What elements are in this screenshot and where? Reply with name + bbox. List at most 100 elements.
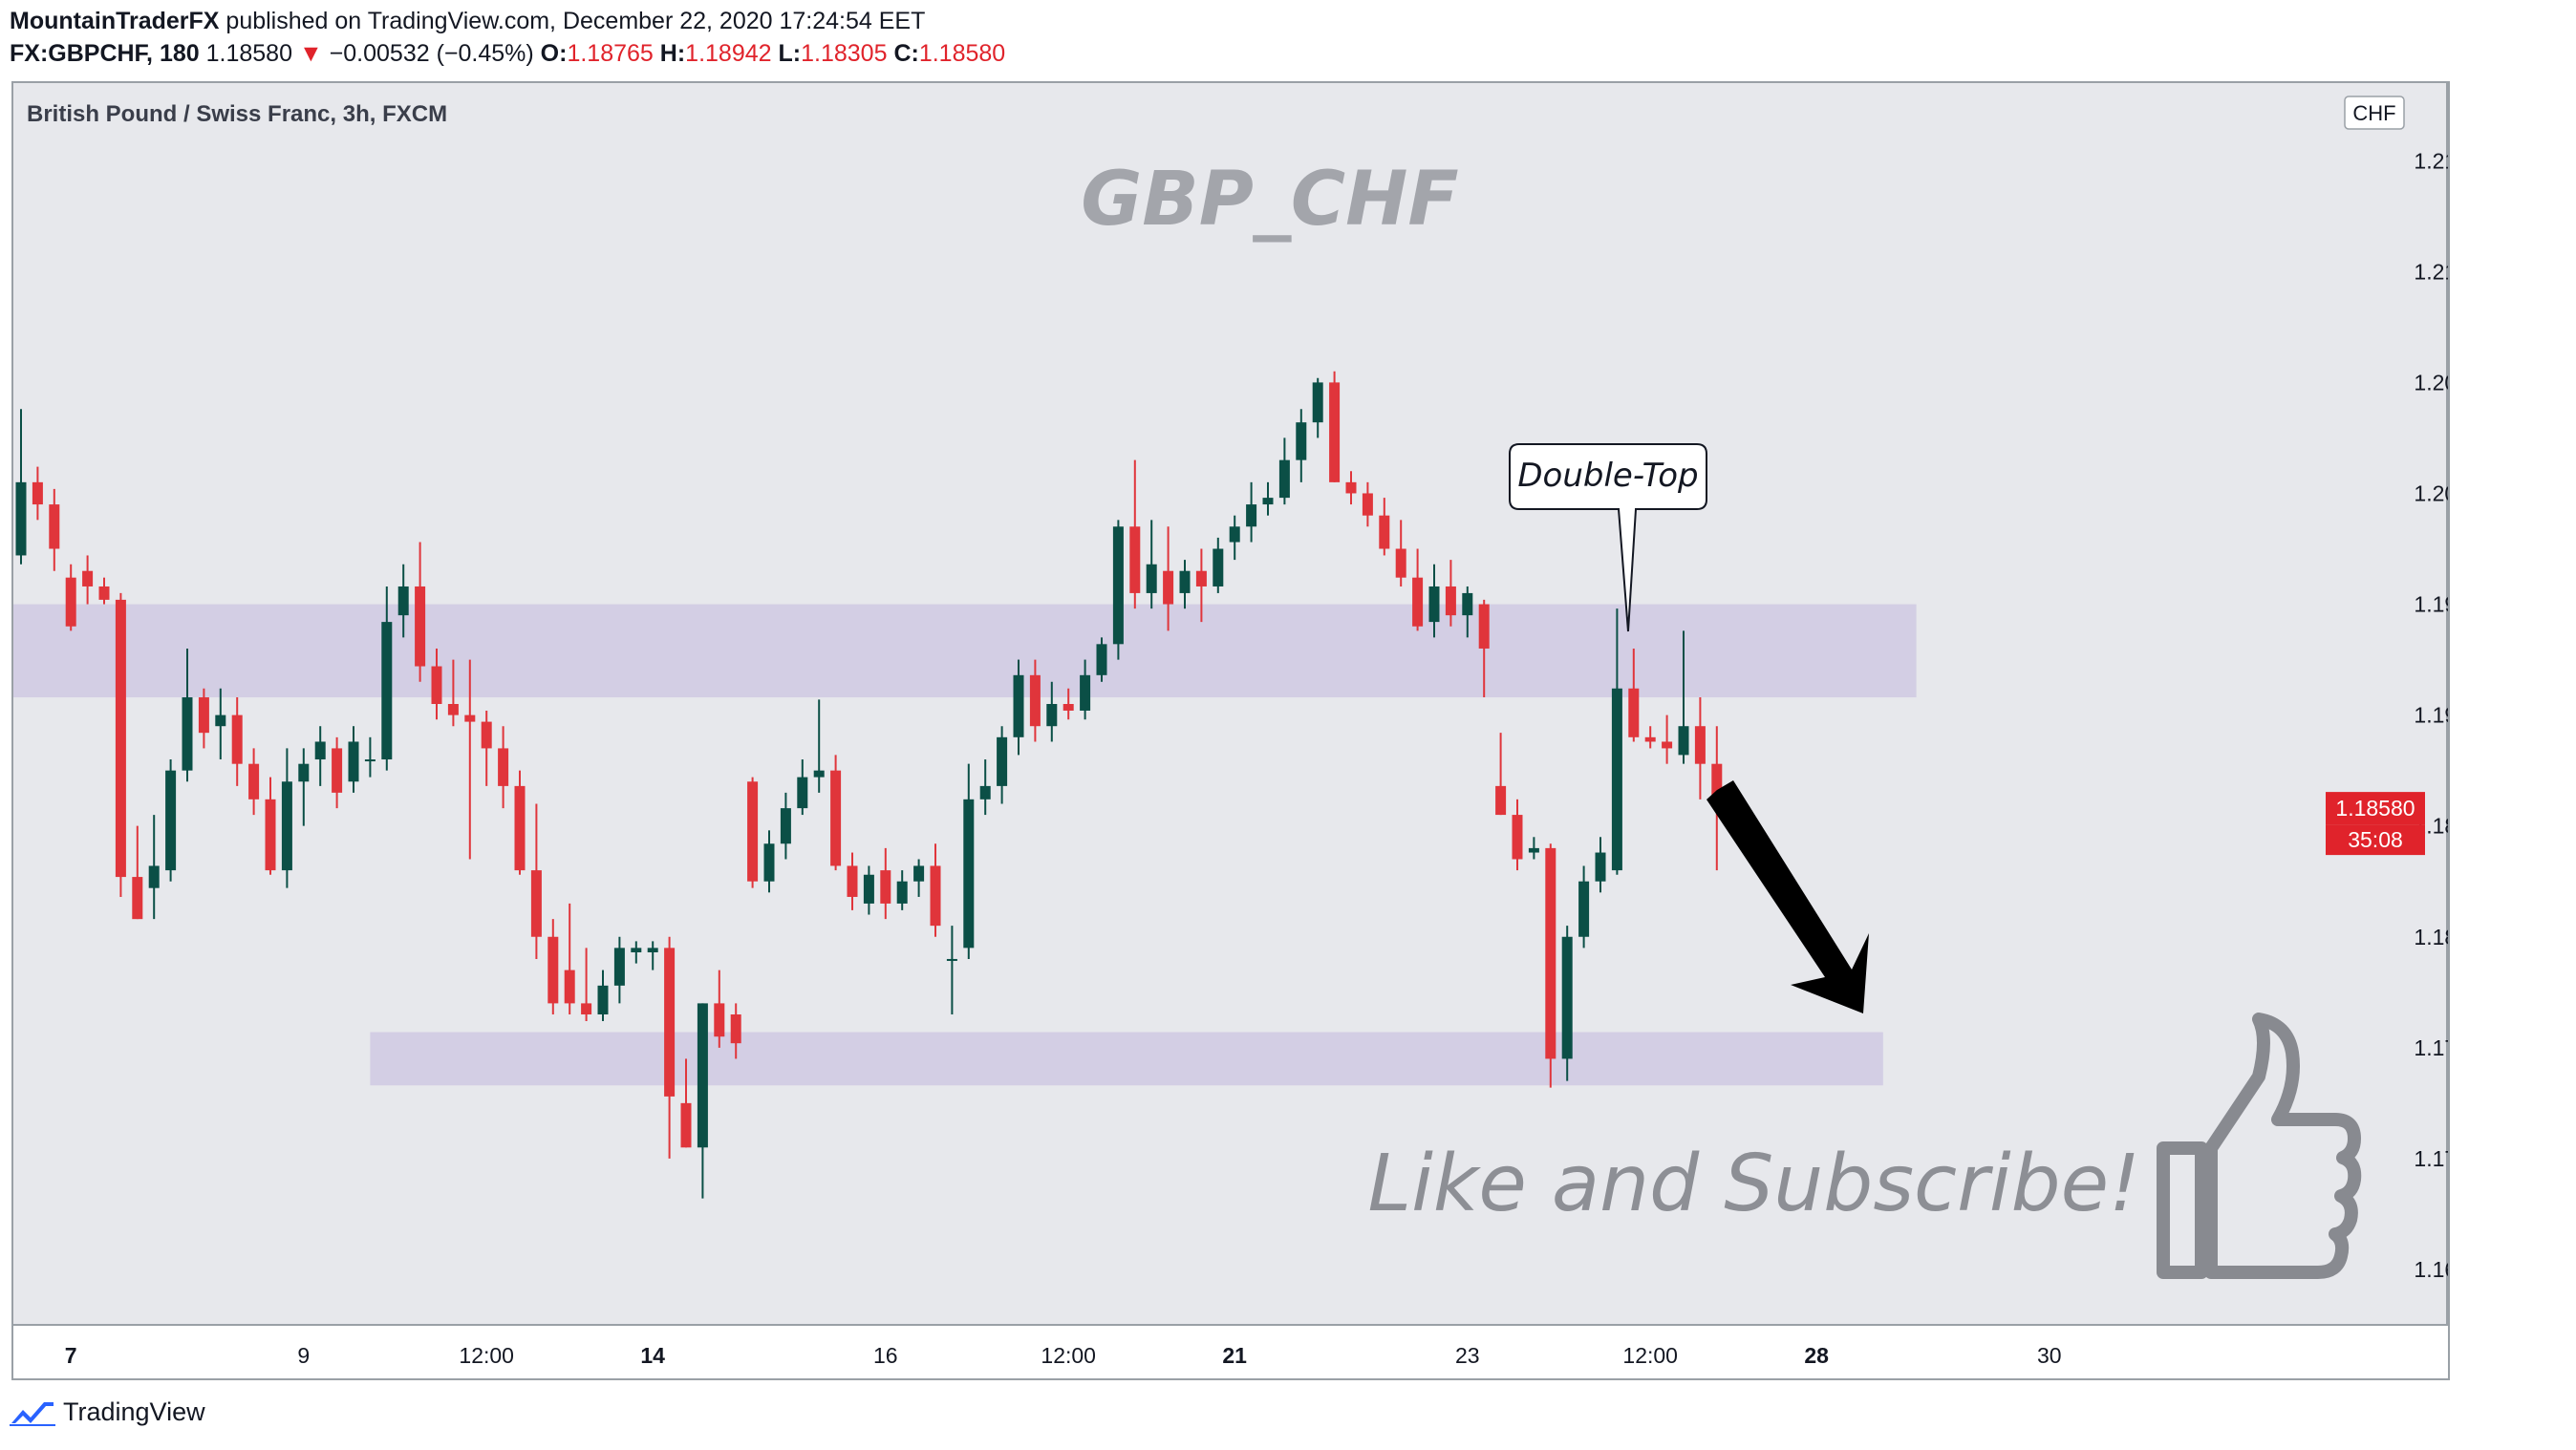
- candle-body[interactable]: [1146, 564, 1157, 593]
- candle-body[interactable]: [397, 586, 409, 616]
- candle-body[interactable]: [997, 736, 1008, 786]
- candle-body[interactable]: [381, 622, 393, 760]
- candle-body[interactable]: [946, 958, 957, 961]
- candle-body[interactable]: [1711, 763, 1723, 800]
- candle-body[interactable]: [215, 714, 226, 727]
- candle-body[interactable]: [182, 697, 193, 771]
- candle-body[interactable]: [1163, 570, 1174, 605]
- candle-body[interactable]: [631, 948, 642, 952]
- candle-body[interactable]: [896, 881, 908, 904]
- candle-body[interactable]: [1246, 504, 1257, 527]
- candle-body[interactable]: [880, 870, 891, 904]
- currency-badge[interactable]: [2344, 96, 2405, 130]
- candle-body[interactable]: [581, 1003, 592, 1014]
- candle-body[interactable]: [1379, 515, 1390, 549]
- candle-body[interactable]: [298, 763, 310, 782]
- candle-body[interactable]: [597, 985, 609, 1014]
- candle-body[interactable]: [1412, 577, 1424, 627]
- candle-body[interactable]: [1262, 498, 1274, 505]
- candle-body[interactable]: [913, 865, 925, 882]
- candle-body[interactable]: [464, 714, 476, 722]
- candle-body[interactable]: [680, 1102, 692, 1148]
- candle-body[interactable]: [1445, 586, 1456, 616]
- candle-body[interactable]: [115, 599, 126, 878]
- candle-body[interactable]: [1296, 422, 1307, 460]
- candle-body[interactable]: [481, 721, 492, 749]
- candle-body[interactable]: [281, 781, 292, 871]
- candle-body[interactable]: [1345, 481, 1357, 494]
- candle-body[interactable]: [1595, 852, 1606, 882]
- candle-body[interactable]: [930, 865, 941, 927]
- candle-body[interactable]: [714, 1003, 725, 1037]
- candle-body[interactable]: [231, 714, 243, 764]
- candle-body[interactable]: [847, 865, 858, 897]
- candle-body[interactable]: [1278, 459, 1290, 499]
- candle-body[interactable]: [415, 586, 426, 667]
- candle-body[interactable]: [1578, 881, 1590, 937]
- candle-body[interactable]: [963, 799, 975, 949]
- candle-body[interactable]: [1694, 726, 1706, 764]
- candle-body[interactable]: [82, 570, 94, 586]
- candle-body[interactable]: [132, 877, 143, 920]
- tradingview-logo-icon[interactable]: [10, 1397, 55, 1427]
- candle-body[interactable]: [1478, 604, 1490, 649]
- candle-body[interactable]: [763, 843, 775, 882]
- candle-body[interactable]: [1063, 704, 1074, 711]
- candle-body[interactable]: [1545, 847, 1556, 1059]
- candle-body[interactable]: [1678, 726, 1689, 756]
- candle-body[interactable]: [198, 697, 209, 734]
- sr-zone-2[interactable]: [370, 1032, 1883, 1086]
- sr-zone-1[interactable]: [13, 604, 1917, 698]
- candle-body[interactable]: [248, 763, 260, 800]
- candle-body[interactable]: [647, 948, 658, 952]
- candle-body[interactable]: [530, 870, 542, 937]
- tradingview-brand[interactable]: TradingView: [63, 1397, 205, 1426]
- author-name[interactable]: MountainTraderFX: [10, 8, 220, 34]
- candle-body[interactable]: [32, 481, 43, 505]
- candle-body[interactable]: [265, 799, 276, 871]
- candle-body[interactable]: [1528, 847, 1539, 853]
- candle-body[interactable]: [498, 748, 509, 786]
- candle-body[interactable]: [1462, 592, 1473, 616]
- candle-body[interactable]: [348, 741, 359, 782]
- candle-body[interactable]: [148, 865, 160, 888]
- candle-body[interactable]: [1013, 674, 1024, 737]
- candle-body[interactable]: [1213, 548, 1224, 586]
- candle-body[interactable]: [1029, 674, 1041, 727]
- candle-body[interactable]: [431, 666, 442, 704]
- candle-body[interactable]: [1362, 493, 1373, 516]
- candle-body[interactable]: [797, 777, 808, 809]
- candle-body[interactable]: [447, 704, 459, 715]
- candle-body[interactable]: [863, 874, 874, 904]
- candle-body[interactable]: [1129, 526, 1141, 593]
- candle-body[interactable]: [830, 770, 842, 866]
- candle-body[interactable]: [1644, 736, 1656, 742]
- candle-body[interactable]: [1395, 548, 1406, 578]
- candle-body[interactable]: [979, 785, 991, 800]
- candle-body[interactable]: [564, 970, 575, 1004]
- candle-body[interactable]: [314, 741, 326, 760]
- candle-body[interactable]: [15, 481, 27, 556]
- candle-body[interactable]: [813, 770, 825, 778]
- candle-body[interactable]: [1229, 526, 1240, 543]
- candle-body[interactable]: [1628, 688, 1640, 737]
- candle-body[interactable]: [730, 1014, 741, 1044]
- candle-body[interactable]: [332, 748, 343, 793]
- candle-body[interactable]: [1428, 586, 1440, 623]
- candle-body[interactable]: [747, 781, 759, 882]
- candle-body[interactable]: [65, 577, 76, 627]
- candle-body[interactable]: [1662, 741, 1673, 749]
- candle-body[interactable]: [780, 808, 791, 844]
- candle-body[interactable]: [1046, 704, 1058, 727]
- candle-body[interactable]: [98, 586, 110, 600]
- candle-body[interactable]: [1611, 688, 1622, 871]
- candle-body[interactable]: [1179, 570, 1191, 593]
- candlestick-chart[interactable]: GBP_CHF British Pound / Swiss Franc, 3h, …: [13, 83, 2448, 1378]
- candle-body[interactable]: [165, 770, 177, 871]
- candle-body[interactable]: [1312, 382, 1323, 423]
- candle-body[interactable]: [364, 759, 376, 762]
- candle-body[interactable]: [1195, 570, 1207, 586]
- candle-body[interactable]: [664, 948, 676, 1097]
- candle-body[interactable]: [547, 936, 559, 1004]
- candle-body[interactable]: [613, 948, 625, 986]
